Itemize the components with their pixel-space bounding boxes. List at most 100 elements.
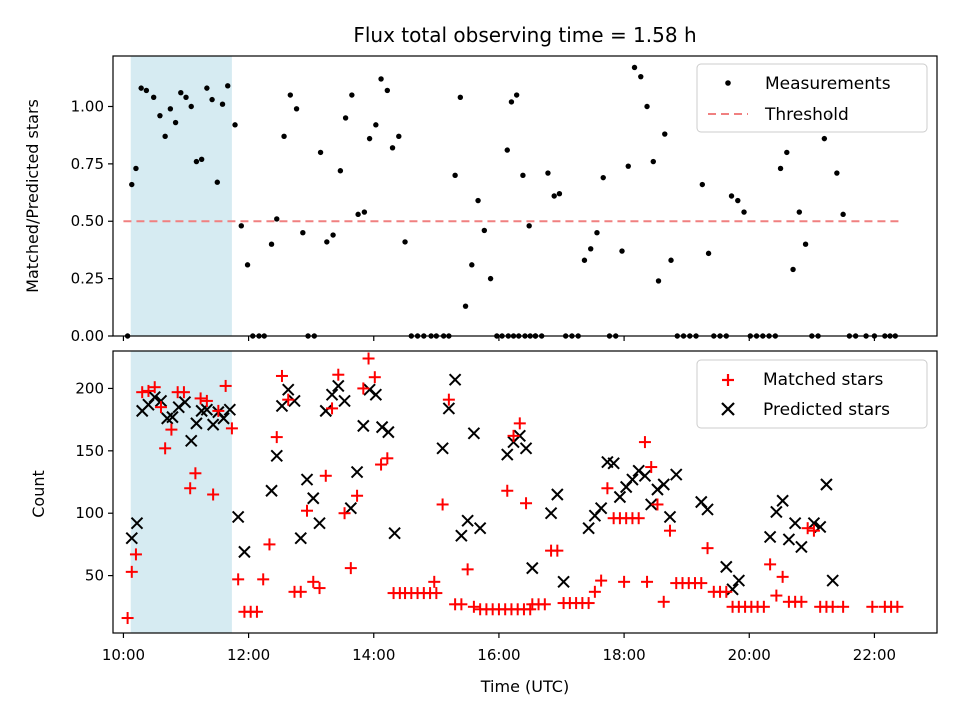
measurement-point <box>802 241 809 247</box>
matched-star-point <box>212 404 225 417</box>
matched-star-point <box>651 498 664 511</box>
measurement-point <box>796 209 803 215</box>
matched-star-point <box>319 469 332 482</box>
top-measurement-points <box>124 64 898 339</box>
matched-star-point <box>250 605 263 618</box>
measurement-point <box>457 94 464 101</box>
measurement-point <box>287 92 294 98</box>
matched-star-point <box>368 371 381 384</box>
predicted-star-point <box>223 403 237 416</box>
legend-matched-label: Matched stars <box>763 370 883 390</box>
predicted-star-point <box>594 502 608 515</box>
measurement-point <box>452 172 458 179</box>
matched-star-point <box>129 548 142 561</box>
predicted-star-point <box>300 473 314 486</box>
matched-star-point <box>165 423 178 436</box>
predicted-star-point <box>350 465 364 479</box>
matched-star-point <box>764 558 777 571</box>
measurement-point <box>293 106 300 112</box>
matched-star-point <box>807 524 820 537</box>
chart-title: Flux total observing time = 1.58 h <box>353 23 696 47</box>
matched-star-point <box>618 575 631 588</box>
top-axes-frame <box>112 55 938 337</box>
measurement-point <box>504 147 510 153</box>
measurement-point <box>668 257 674 263</box>
predicted-star-point <box>544 507 558 520</box>
predicted-star-point <box>275 399 289 413</box>
matched-star-point <box>351 489 364 502</box>
predicted-star-point <box>185 434 198 448</box>
matched-star-point <box>362 352 375 365</box>
matched-star-point <box>641 575 654 588</box>
predicted-star-point <box>231 510 245 524</box>
measurement-point <box>469 262 475 268</box>
bottom-x-tick-label: 14:00 <box>352 646 395 664</box>
measurement-point <box>209 96 215 103</box>
measurement-point <box>777 165 784 172</box>
bottom-observing-span <box>130 351 232 633</box>
predicted-star-point <box>265 484 278 497</box>
predicted-star-point <box>154 394 168 408</box>
matched-star-point <box>455 598 468 611</box>
matched-star-point <box>663 524 676 537</box>
matched-star-point <box>507 429 520 442</box>
matched-star-point <box>428 575 441 588</box>
measurement-point <box>133 165 139 172</box>
predicted-star-point <box>582 521 595 535</box>
predicted-star-point <box>369 388 383 401</box>
predicted-star-point <box>519 442 533 455</box>
measurement-point <box>162 133 168 140</box>
bottom-x-tick-label: 16:00 <box>477 646 520 664</box>
matched-star-point <box>307 575 320 588</box>
measurement-point <box>526 223 532 229</box>
bottom-panel: 50 100 150 200 10:00 12:00 14:00 16:00 18:00 20:… <box>29 350 938 696</box>
measurement-point <box>513 92 520 98</box>
predicted-star-point <box>467 427 481 440</box>
bottom-x-tick-label: 18:00 <box>602 646 645 664</box>
predicted-star-point <box>288 394 301 408</box>
top-legend-box <box>696 63 928 133</box>
predicted-star-point <box>455 529 468 542</box>
matched-star-point <box>257 573 270 586</box>
matched-star-point <box>770 589 783 602</box>
matched-star-point <box>313 582 326 595</box>
predicted-star-point <box>388 526 401 540</box>
matched-star-point <box>381 452 394 465</box>
measurement-point <box>143 87 150 94</box>
measurement-point <box>600 174 606 181</box>
predicted-star-point <box>795 540 808 554</box>
measurement-point <box>300 230 306 236</box>
matched-star-point <box>657 595 670 608</box>
matched-star-point <box>467 600 480 613</box>
matched-star-point <box>757 600 770 613</box>
measurement-point <box>225 83 231 89</box>
matched-star-point <box>520 497 533 510</box>
predicted-star-point <box>130 516 144 530</box>
matched-star-point <box>638 436 651 449</box>
matched-star-point <box>357 382 370 395</box>
matched-star-point <box>837 600 850 613</box>
matched-star-point <box>332 368 345 381</box>
measurement-point <box>188 103 194 110</box>
predicted-star-point <box>357 419 370 433</box>
measurement-point <box>650 158 656 165</box>
top-y-axis-label: Matched/Predicted stars <box>23 99 42 293</box>
measurement-point <box>244 262 251 268</box>
predicted-star-point <box>551 488 564 501</box>
predicted-star-point <box>645 498 658 511</box>
measurement-point <box>581 257 588 263</box>
measurement-point <box>238 223 244 229</box>
predicted-star-point <box>166 410 179 424</box>
matched-star-point <box>142 384 155 397</box>
matched-star-point <box>645 461 658 474</box>
top-x-axis-ticks <box>122 336 876 341</box>
measurement-point <box>619 248 625 254</box>
measurement-point <box>784 149 790 156</box>
predicted-star-point <box>663 510 677 524</box>
measurement-point <box>330 232 336 238</box>
predicted-star-point <box>473 521 487 535</box>
predicted-star-point <box>657 478 670 491</box>
predicted-star-point <box>526 561 539 575</box>
measurement-point <box>631 64 638 71</box>
